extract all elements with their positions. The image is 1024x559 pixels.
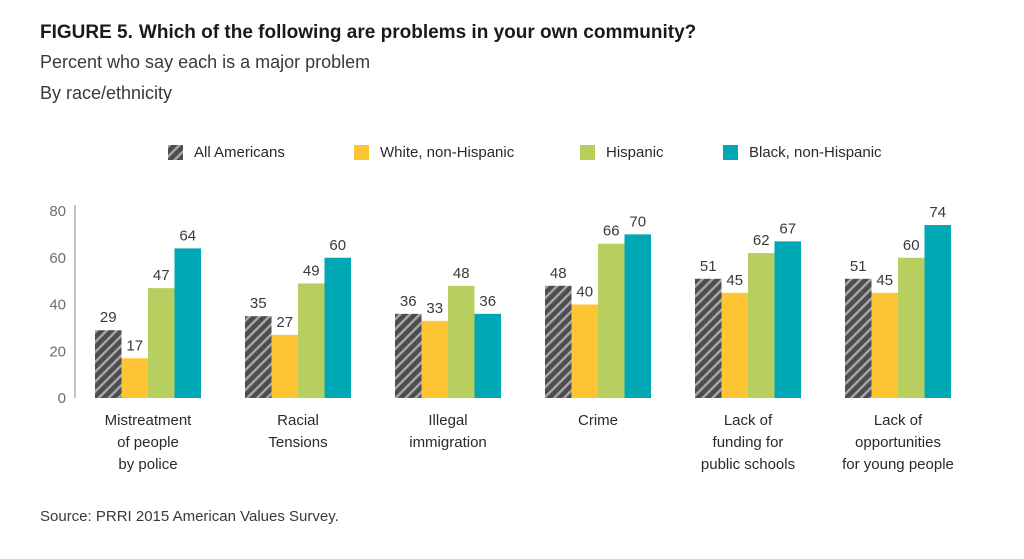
bars <box>95 225 951 398</box>
x-tick-label-line: of people <box>117 434 179 451</box>
y-axis: 0 20 40 60 80 <box>49 203 76 407</box>
data-label: 66 <box>603 223 620 240</box>
bar <box>871 292 898 398</box>
y-tick-label: 0 <box>58 390 66 407</box>
bar <box>148 288 175 398</box>
bar <box>624 234 651 398</box>
bar <box>721 292 748 398</box>
legend-item-all-americans: All Americans <box>168 144 285 161</box>
data-label: 49 <box>303 262 320 279</box>
legend-label: White, non-Hispanic <box>380 144 515 161</box>
data-label: 74 <box>929 204 946 221</box>
x-tick-label-line: opportunities <box>855 434 941 451</box>
legend-swatch <box>168 145 183 160</box>
x-tick-label-line: Racial <box>277 412 319 429</box>
bar <box>421 320 448 398</box>
data-label: 36 <box>479 293 496 310</box>
data-label: 51 <box>700 258 717 275</box>
legend-swatch <box>580 145 595 160</box>
legend-item-black: Black, non-Hispanic <box>723 144 882 161</box>
data-label: 45 <box>876 272 893 289</box>
data-label: 45 <box>726 272 743 289</box>
bar <box>298 283 325 398</box>
x-tick-label: Mistreatment of people by police <box>105 412 193 473</box>
legend-item-hispanic: Hispanic <box>580 144 664 161</box>
x-tick-label: Illegal immigration <box>409 412 487 451</box>
bar <box>95 330 122 398</box>
x-tick-label: Racial Tensions <box>268 412 327 451</box>
data-label: 27 <box>276 314 293 331</box>
x-tick-label-line: by police <box>118 456 177 473</box>
data-label: 47 <box>153 267 170 284</box>
x-tick-label-line: funding for <box>713 434 784 451</box>
bar <box>121 358 148 398</box>
bar <box>448 285 475 398</box>
data-label: 60 <box>329 237 346 254</box>
bar <box>898 257 925 398</box>
bar <box>545 285 572 398</box>
bar <box>748 253 775 398</box>
x-tick-label: Crime <box>578 412 618 429</box>
y-tick-label: 60 <box>49 250 66 267</box>
legend-label: Black, non-Hispanic <box>749 144 882 161</box>
y-tick-label: 20 <box>49 343 66 360</box>
bar <box>598 243 625 398</box>
bar <box>174 248 201 398</box>
y-tick-label: 80 <box>49 203 66 220</box>
x-tick-label-line: immigration <box>409 434 487 451</box>
bar <box>774 241 801 398</box>
legend-swatch <box>723 145 738 160</box>
data-label: 36 <box>400 293 417 310</box>
bar <box>845 278 872 398</box>
data-label: 40 <box>576 284 593 301</box>
title-text: Which of the following are problems in y… <box>138 22 697 43</box>
data-label: 70 <box>629 213 646 230</box>
data-label: 51 <box>850 258 867 275</box>
legend-label: Hispanic <box>606 144 664 161</box>
data-label: 33 <box>426 300 443 317</box>
bar <box>324 257 351 398</box>
value-labels: 29 17 47 64 35 27 49 60 36 33 48 36 48 40 66 70 51 45 62 67… <box>100 204 946 354</box>
data-label: 17 <box>126 337 143 354</box>
data-label: 62 <box>753 232 770 249</box>
x-tick-label-line: public schools <box>701 456 795 473</box>
x-tick-label-line: for young people <box>842 456 954 473</box>
data-label: 48 <box>453 265 470 282</box>
x-tick-label-line: Lack of <box>874 412 923 429</box>
x-axis-labels: Mistreatment of people by police Racial Tens… <box>105 412 954 473</box>
data-label: 35 <box>250 295 267 312</box>
data-label: 64 <box>179 227 196 244</box>
bar <box>395 313 422 398</box>
y-tick-label: 40 <box>49 297 66 314</box>
title-block: FIGURE 5. Which of the following are prob… <box>40 22 696 114</box>
x-tick-label-line: Mistreatment <box>105 412 193 429</box>
bar <box>271 334 298 398</box>
x-tick-label-line: Tensions <box>268 434 327 451</box>
legend-swatch <box>354 145 369 160</box>
bar <box>695 278 722 398</box>
x-tick-label-line: Illegal <box>428 412 467 429</box>
x-tick-label-line: Crime <box>578 412 618 429</box>
figure-label: FIGURE 5. <box>40 22 133 43</box>
legend-label: All Americans <box>194 144 285 161</box>
legend-item-white: White, non-Hispanic <box>354 144 514 161</box>
data-label: 48 <box>550 265 567 282</box>
data-label: 29 <box>100 309 117 326</box>
subtitle: Percent who say each is a major problem <box>40 52 371 72</box>
x-tick-label: Lack of opportunities for young people <box>842 412 954 473</box>
bar <box>924 225 951 398</box>
subtitle-2: By race/ethnicity <box>40 83 173 103</box>
x-tick-label: Lack of funding for public schools <box>701 412 795 473</box>
bar <box>474 313 501 398</box>
chart-title: FIGURE 5. Which of the following are prob… <box>40 22 696 44</box>
data-label: 60 <box>903 237 920 254</box>
data-label: 67 <box>779 220 796 237</box>
source-note: Source: PRRI 2015 American Values Survey… <box>40 508 339 525</box>
x-tick-label-line: Lack of <box>724 412 773 429</box>
bar <box>571 304 598 398</box>
bar <box>245 316 272 398</box>
